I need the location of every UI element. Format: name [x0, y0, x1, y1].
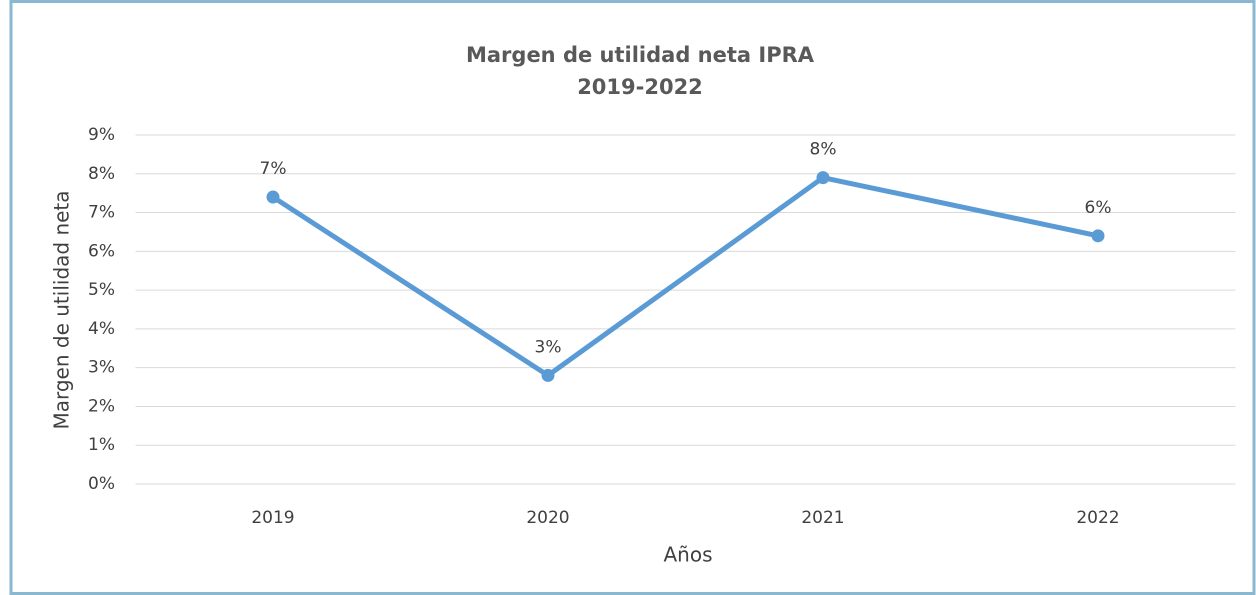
x-tick-label: 2021 [801, 508, 844, 528]
data-label: 8% [810, 140, 837, 160]
data-point [1091, 229, 1105, 243]
data-point [541, 368, 555, 382]
y-tick-label: 6% [88, 241, 115, 261]
y-axis-label: Margen de utilidad neta [50, 190, 74, 429]
x-tick-label: 2022 [1076, 508, 1119, 528]
series-line [271, 175, 1099, 378]
y-tick-label: 0% [88, 474, 115, 494]
data-point [266, 190, 280, 204]
data-label: 6% [1085, 198, 1112, 218]
y-tick-label: 8% [88, 164, 115, 184]
y-tick-label: 5% [88, 280, 115, 300]
chart-frame [9, 0, 1256, 595]
y-tick-label: 9% [88, 125, 115, 145]
data-label: 7% [260, 159, 287, 179]
data-point [816, 171, 830, 185]
y-tick-label: 7% [88, 203, 115, 223]
y-tick-label: 2% [88, 396, 115, 416]
chart-title: Margen de utilidad neta IPRA [466, 43, 815, 67]
x-tick-label: 2019 [251, 508, 294, 528]
data-label: 3% [535, 337, 562, 357]
y-tick-label: 3% [88, 358, 115, 378]
y-tick-label: 4% [88, 319, 115, 339]
chart-subtitle: 2019-2022 [577, 75, 703, 99]
x-axis-label: Años [663, 543, 712, 567]
y-tick-label: 1% [88, 435, 115, 455]
x-tick-label: 2020 [526, 508, 569, 528]
